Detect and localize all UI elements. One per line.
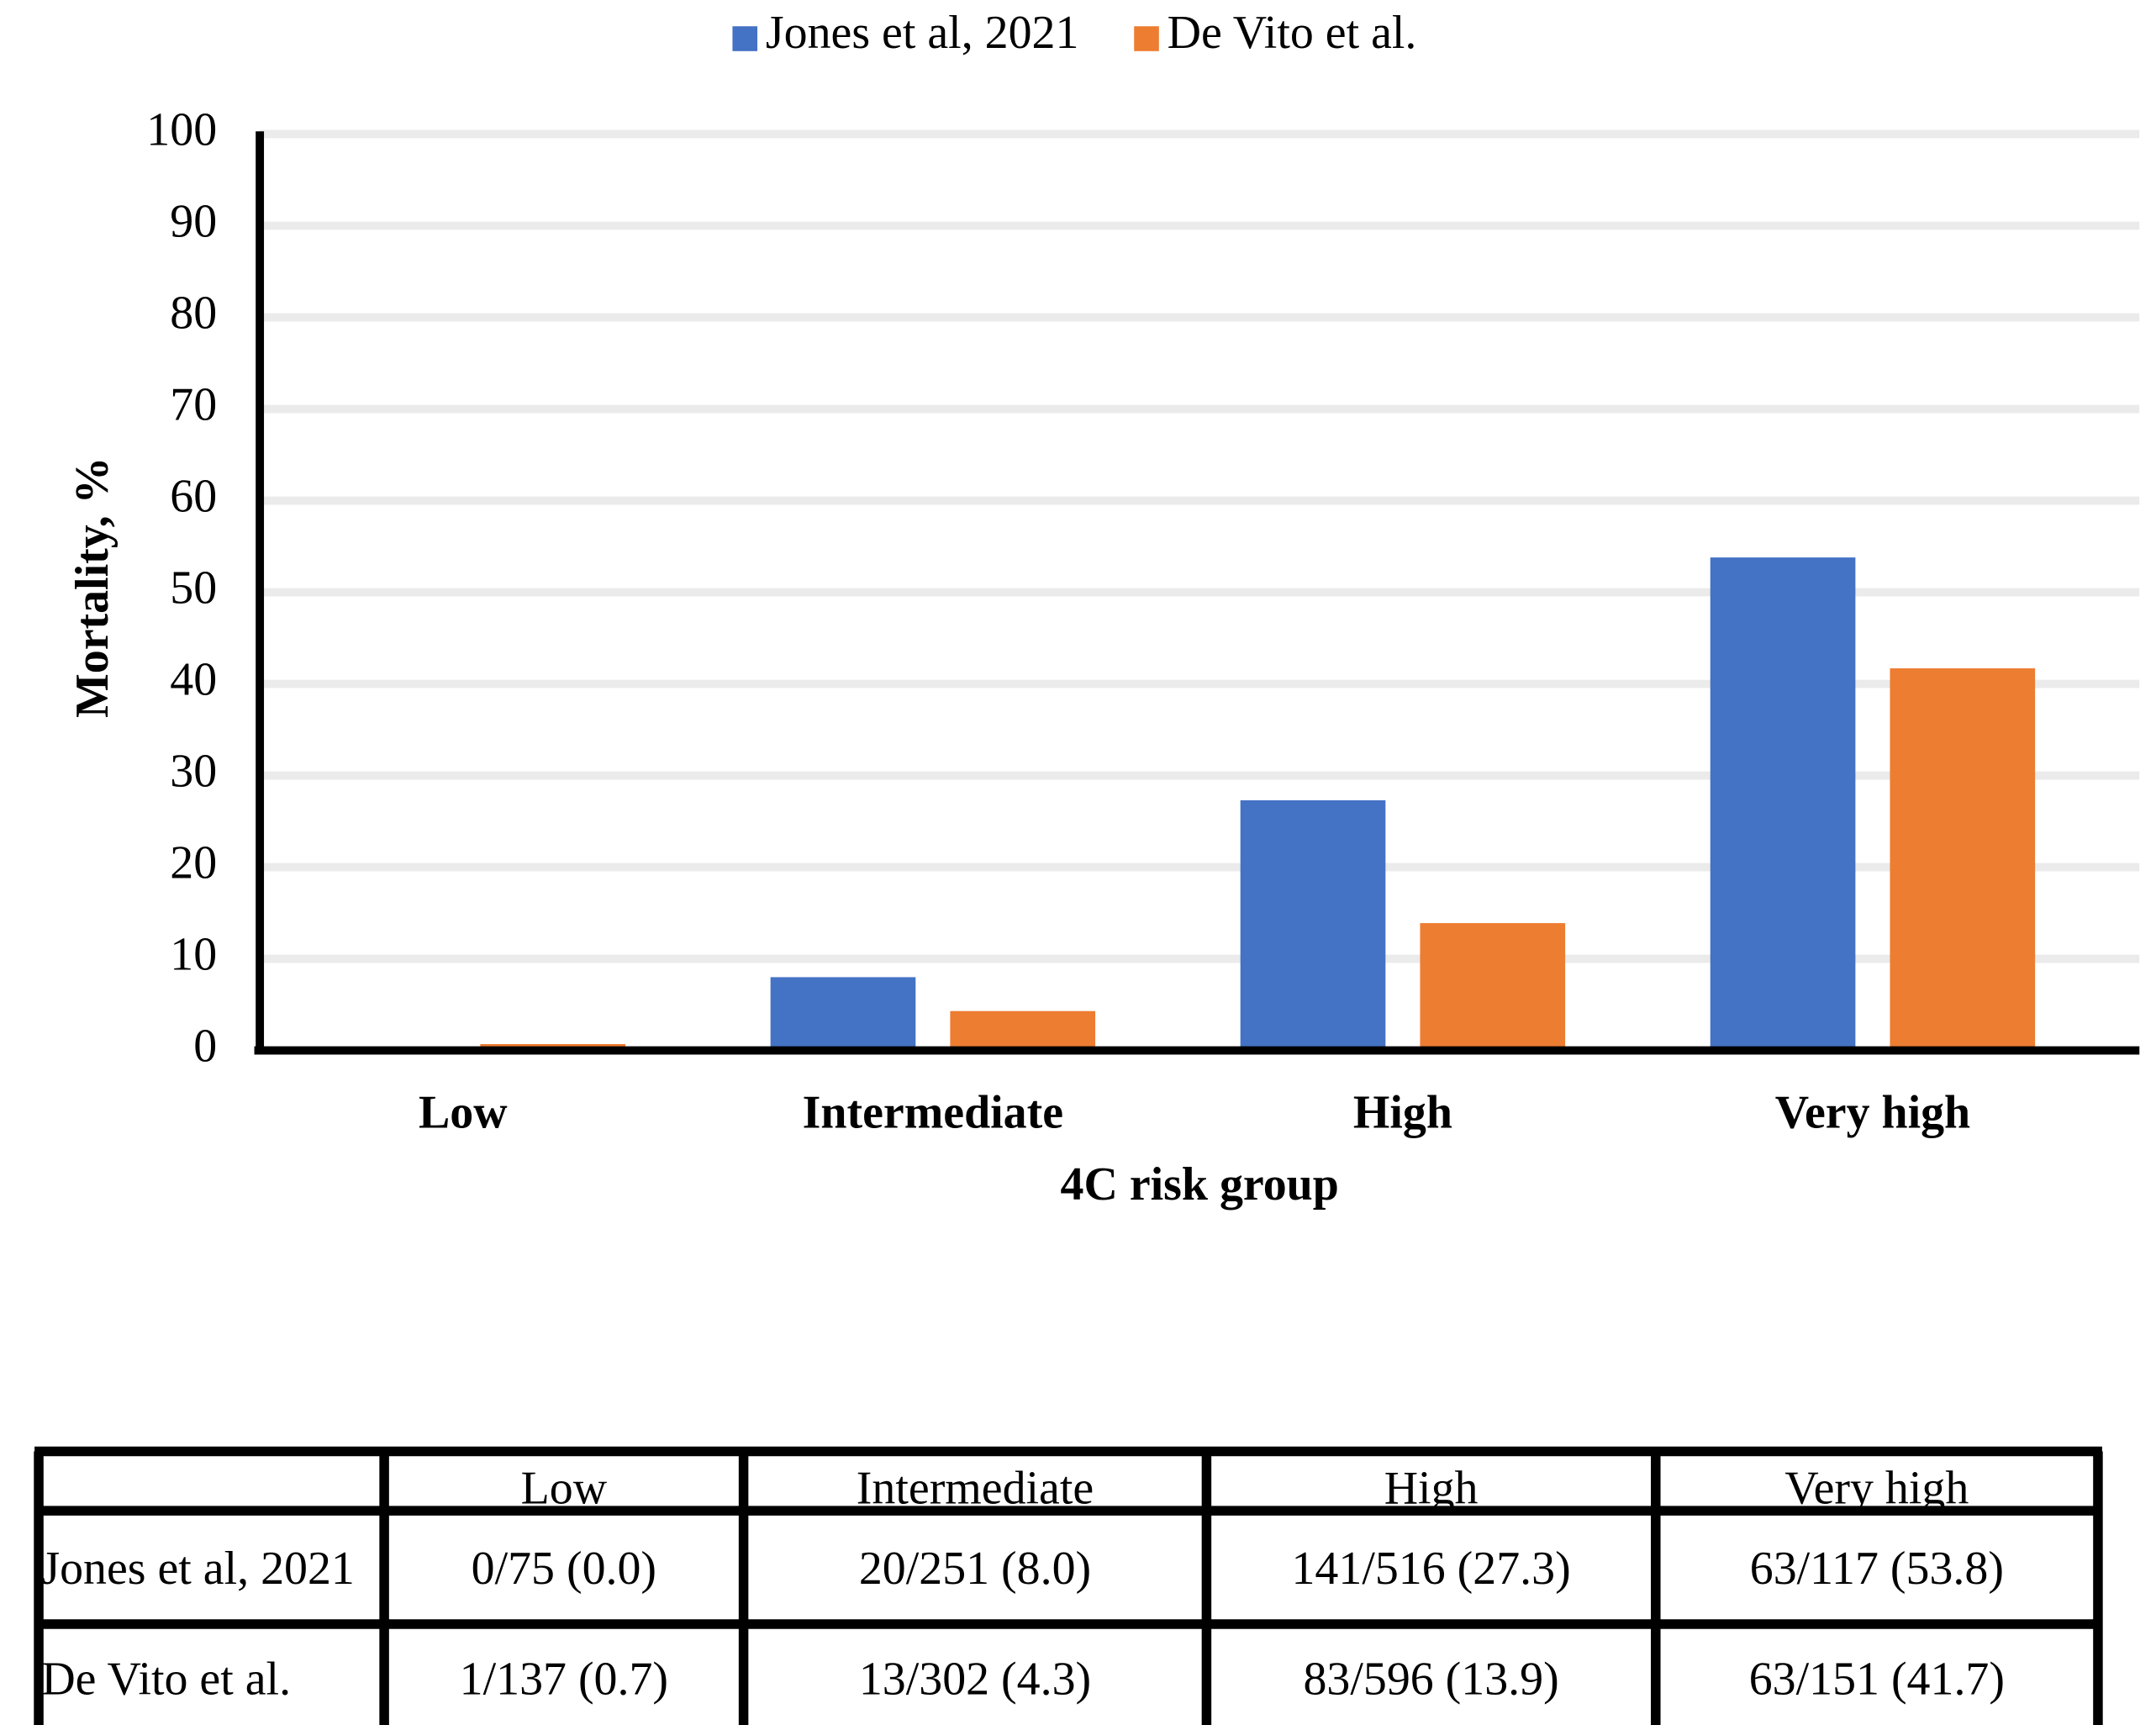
bar [950, 1010, 1096, 1051]
legend-label: Jones et al, 2021 [766, 7, 1079, 59]
x-tick-label: Low [419, 1086, 508, 1138]
y-tick-label: 0 [193, 1020, 217, 1072]
x-tick-label: Intermediate [803, 1086, 1063, 1138]
table-cell: 141/516 (27.3) [1291, 1543, 1570, 1595]
y-tick-label: 60 [170, 470, 217, 522]
y-axis-title: Mortality, % [66, 457, 119, 718]
y-tick-label: 70 [170, 378, 217, 430]
table-cell: 1/137 (0.7) [460, 1654, 668, 1706]
y-tick-label: 30 [170, 745, 217, 797]
table-cell: 83/596 (13.9) [1303, 1654, 1558, 1706]
bar [1710, 557, 1856, 1051]
table-header: Very high [1784, 1463, 1969, 1515]
table-cell: 63/151 (41.7) [1749, 1654, 2005, 1706]
y-tick-label: 50 [170, 562, 217, 614]
y-tick-label: 80 [170, 287, 217, 339]
x-axis-title: 4C risk group [1061, 1158, 1339, 1211]
legend-swatch [732, 26, 758, 51]
table-cell: 13/302 (4.3) [859, 1654, 1091, 1706]
table-cell: 63/117 (53.8) [1750, 1543, 2004, 1595]
x-tick-label: High [1353, 1086, 1452, 1138]
legend-label: De Vito et al. [1168, 7, 1417, 59]
bar [770, 977, 916, 1051]
legend-swatch [1134, 26, 1159, 51]
x-tick-label: Very high [1775, 1086, 1970, 1138]
table-cell: 20/251 (8.0) [859, 1543, 1091, 1595]
y-tick-label: 100 [146, 103, 217, 156]
y-tick-label: 10 [170, 928, 217, 980]
table-header: High [1384, 1463, 1479, 1515]
table-cell: 0/75 (0.0) [472, 1543, 656, 1595]
table-header: Intermediate [857, 1463, 1094, 1515]
table-cell: Jones et al, 2021 [41, 1543, 355, 1595]
y-tick-label: 90 [170, 195, 217, 247]
bar [1420, 923, 1566, 1051]
y-tick-label: 20 [170, 836, 217, 889]
bar [1240, 800, 1386, 1051]
table-header: Low [521, 1463, 608, 1515]
y-tick-label: 40 [170, 653, 217, 705]
bar [1890, 668, 2036, 1051]
table-cell: De Vito et al. [41, 1654, 291, 1706]
